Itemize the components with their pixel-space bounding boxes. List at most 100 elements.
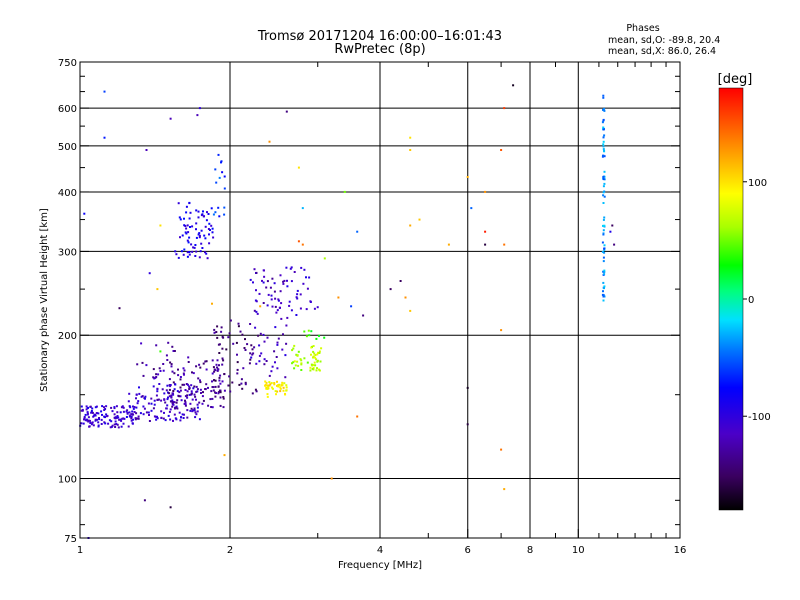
data-point — [236, 368, 239, 371]
data-point — [147, 411, 150, 414]
data-point — [603, 251, 606, 254]
data-point — [142, 374, 145, 377]
data-point — [263, 340, 266, 343]
data-point — [197, 210, 200, 213]
data-point — [198, 401, 201, 404]
data-point — [172, 401, 175, 404]
data-point — [199, 250, 202, 253]
data-point — [199, 366, 202, 369]
data-point — [316, 359, 319, 362]
data-point — [187, 356, 190, 359]
data-point — [188, 393, 191, 396]
data-point — [122, 410, 125, 413]
data-point — [168, 392, 171, 395]
data-point — [176, 407, 179, 410]
data-point — [218, 215, 221, 218]
data-point — [270, 294, 273, 297]
colorbar-label: [deg] — [718, 72, 753, 87]
data-point — [162, 369, 165, 372]
scatter-points — [79, 84, 616, 539]
data-point — [214, 211, 217, 214]
data-point — [175, 406, 178, 409]
data-point — [223, 187, 226, 190]
data-point — [190, 243, 193, 246]
data-point — [205, 383, 208, 386]
data-point — [269, 383, 272, 386]
data-point — [276, 341, 279, 344]
data-point — [231, 381, 234, 384]
data-point — [277, 299, 280, 302]
data-point — [184, 225, 187, 227]
data-point — [193, 385, 196, 388]
data-point — [276, 380, 278, 383]
data-point — [271, 277, 274, 280]
data-point — [278, 383, 281, 386]
data-point — [197, 216, 200, 219]
data-point — [190, 384, 193, 387]
data-point — [266, 280, 269, 283]
data-point — [293, 367, 296, 370]
data-point — [356, 230, 359, 233]
colorbar-ticks: 100 0 -100 — [743, 178, 771, 423]
data-point — [500, 448, 503, 451]
data-point — [113, 416, 116, 419]
data-point — [269, 286, 272, 289]
data-point — [181, 413, 184, 416]
data-point — [173, 350, 176, 352]
data-point — [265, 387, 268, 390]
data-point — [197, 233, 200, 236]
data-point — [189, 226, 191, 228]
data-point — [158, 383, 161, 385]
data-point — [227, 384, 230, 387]
data-point — [244, 381, 247, 384]
data-point — [282, 282, 285, 285]
data-point — [248, 362, 251, 365]
data-point — [93, 413, 96, 416]
data-point — [603, 149, 605, 152]
data-point — [221, 363, 224, 366]
data-point — [131, 422, 134, 425]
data-point — [90, 423, 93, 426]
data-point — [312, 356, 314, 359]
data-point — [309, 366, 312, 369]
phases-title: Phases — [626, 23, 659, 34]
data-point — [318, 334, 320, 337]
data-point — [252, 281, 254, 284]
data-point — [330, 477, 333, 480]
data-point — [133, 406, 136, 408]
data-point — [159, 350, 162, 353]
data-point — [603, 273, 606, 276]
data-point — [202, 362, 205, 365]
data-point — [219, 374, 222, 377]
data-point — [196, 114, 199, 117]
data-point — [602, 281, 605, 284]
data-point — [145, 411, 148, 414]
data-point — [165, 354, 168, 357]
data-point — [213, 328, 216, 331]
data-point — [150, 402, 153, 405]
data-point — [194, 395, 197, 398]
data-point — [128, 414, 131, 417]
data-point — [201, 247, 204, 249]
data-point — [160, 410, 163, 413]
data-point — [179, 395, 182, 398]
data-point — [294, 364, 297, 367]
data-point — [212, 389, 215, 392]
data-point — [85, 419, 88, 422]
data-point — [204, 225, 207, 228]
data-point — [217, 368, 220, 371]
data-point — [193, 407, 196, 410]
data-point — [261, 279, 263, 282]
data-point — [274, 305, 277, 308]
data-point — [286, 279, 288, 282]
y-tick-label: 200 — [58, 331, 77, 342]
data-point — [191, 371, 193, 374]
data-point — [210, 390, 213, 393]
data-point — [240, 382, 243, 385]
data-point — [179, 386, 182, 389]
data-point — [309, 300, 312, 303]
data-point — [258, 354, 261, 357]
data-point — [285, 342, 288, 345]
data-point — [268, 140, 271, 143]
data-point — [192, 372, 195, 375]
